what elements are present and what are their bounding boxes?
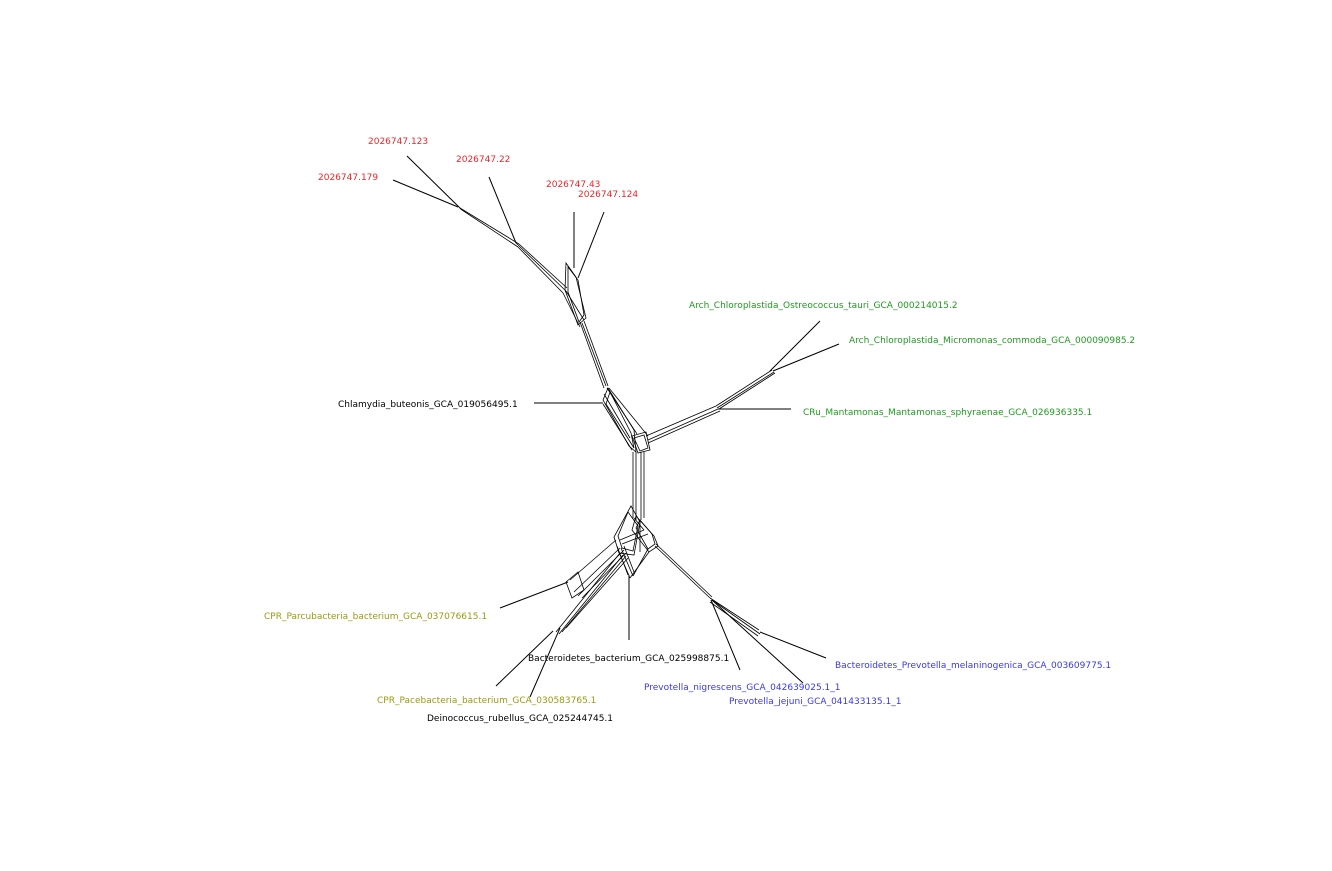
- branch-2026747-124: [577, 211, 605, 279]
- label-mantamonas-sphyraenae: CRu_Mantamonas_Mantamonas_sphyraenae_GCA…: [803, 408, 1092, 418]
- label-deinococcus-rubellus: Deinococcus_rubellus_GCA_025244745.1: [427, 714, 613, 724]
- branch-prevotella-melaninogenica: [759, 631, 827, 659]
- blue-clade-splits: [654, 543, 761, 637]
- label-2026747-179: 2026747.179: [318, 173, 378, 183]
- yellow-clade-splits: [555, 539, 629, 635]
- red-stem: [579, 320, 609, 389]
- label-2026747-123: 2026747.123: [368, 137, 428, 147]
- label-2026747-43: 2026747.43: [546, 180, 600, 190]
- label-2026747-22: 2026747.22: [456, 155, 510, 165]
- label-prevotella-melaninogenica: Bacteroidetes_Prevotella_melaninogenica_…: [835, 661, 1111, 671]
- label-parcubacteria-bacterium: CPR_Parcubacteria_bacterium_GCA_03707661…: [264, 612, 487, 622]
- label-bacteroidetes-bacterium: Bacteroidetes_bacterium_GCA_025998875.1: [528, 654, 729, 664]
- label-pacebacteria-bacterium: CPR_Pacebacteria_bacterium_GCA_030583765…: [377, 696, 596, 706]
- label-ostreococcus-tauri: Arch_Chloroplastida_Ostreococcus_tauri_G…: [689, 301, 958, 311]
- chlamydia-box: [602, 387, 649, 453]
- branch-pacebacteria: [495, 630, 554, 687]
- branch-2026747-123: [406, 155, 463, 211]
- branch-prevotella-jejuni: [711, 599, 804, 684]
- branch-micromonas: [772, 343, 840, 372]
- branch-2026747-179: [392, 179, 459, 208]
- taxon-labels: 2026747.123 2026747.22 2026747.179 20267…: [264, 137, 1135, 724]
- branch-prevotella-nigrescens: [710, 599, 741, 671]
- branch-deinococcus: [529, 627, 561, 698]
- label-2026747-124: 2026747.124: [578, 190, 638, 200]
- center-cluster: [631, 431, 651, 454]
- label-micromonas-commoda: Arch_Chloroplastida_Micromonas_commoda_G…: [849, 336, 1135, 346]
- network-edges: [392, 155, 840, 698]
- vertical-stem: [632, 452, 645, 520]
- branch-ostreococcus: [769, 320, 821, 372]
- lower-cluster: [613, 505, 659, 579]
- red-clade-internal-splits: [459, 207, 587, 328]
- label-prevotella-nigrescens: Prevotella_nigrescens_GCA_042639025.1_1: [644, 683, 841, 693]
- branch-parcubacteria: [499, 581, 569, 609]
- label-prevotella-jejuni: Prevotella_jejuni_GCA_041433135.1_1: [729, 697, 901, 707]
- green-clade-splits: [645, 369, 776, 444]
- branch-2026747-22: [488, 176, 517, 244]
- label-chlamydia-buteonis: Chlamydia_buteonis_GCA_019056495.1: [338, 400, 518, 410]
